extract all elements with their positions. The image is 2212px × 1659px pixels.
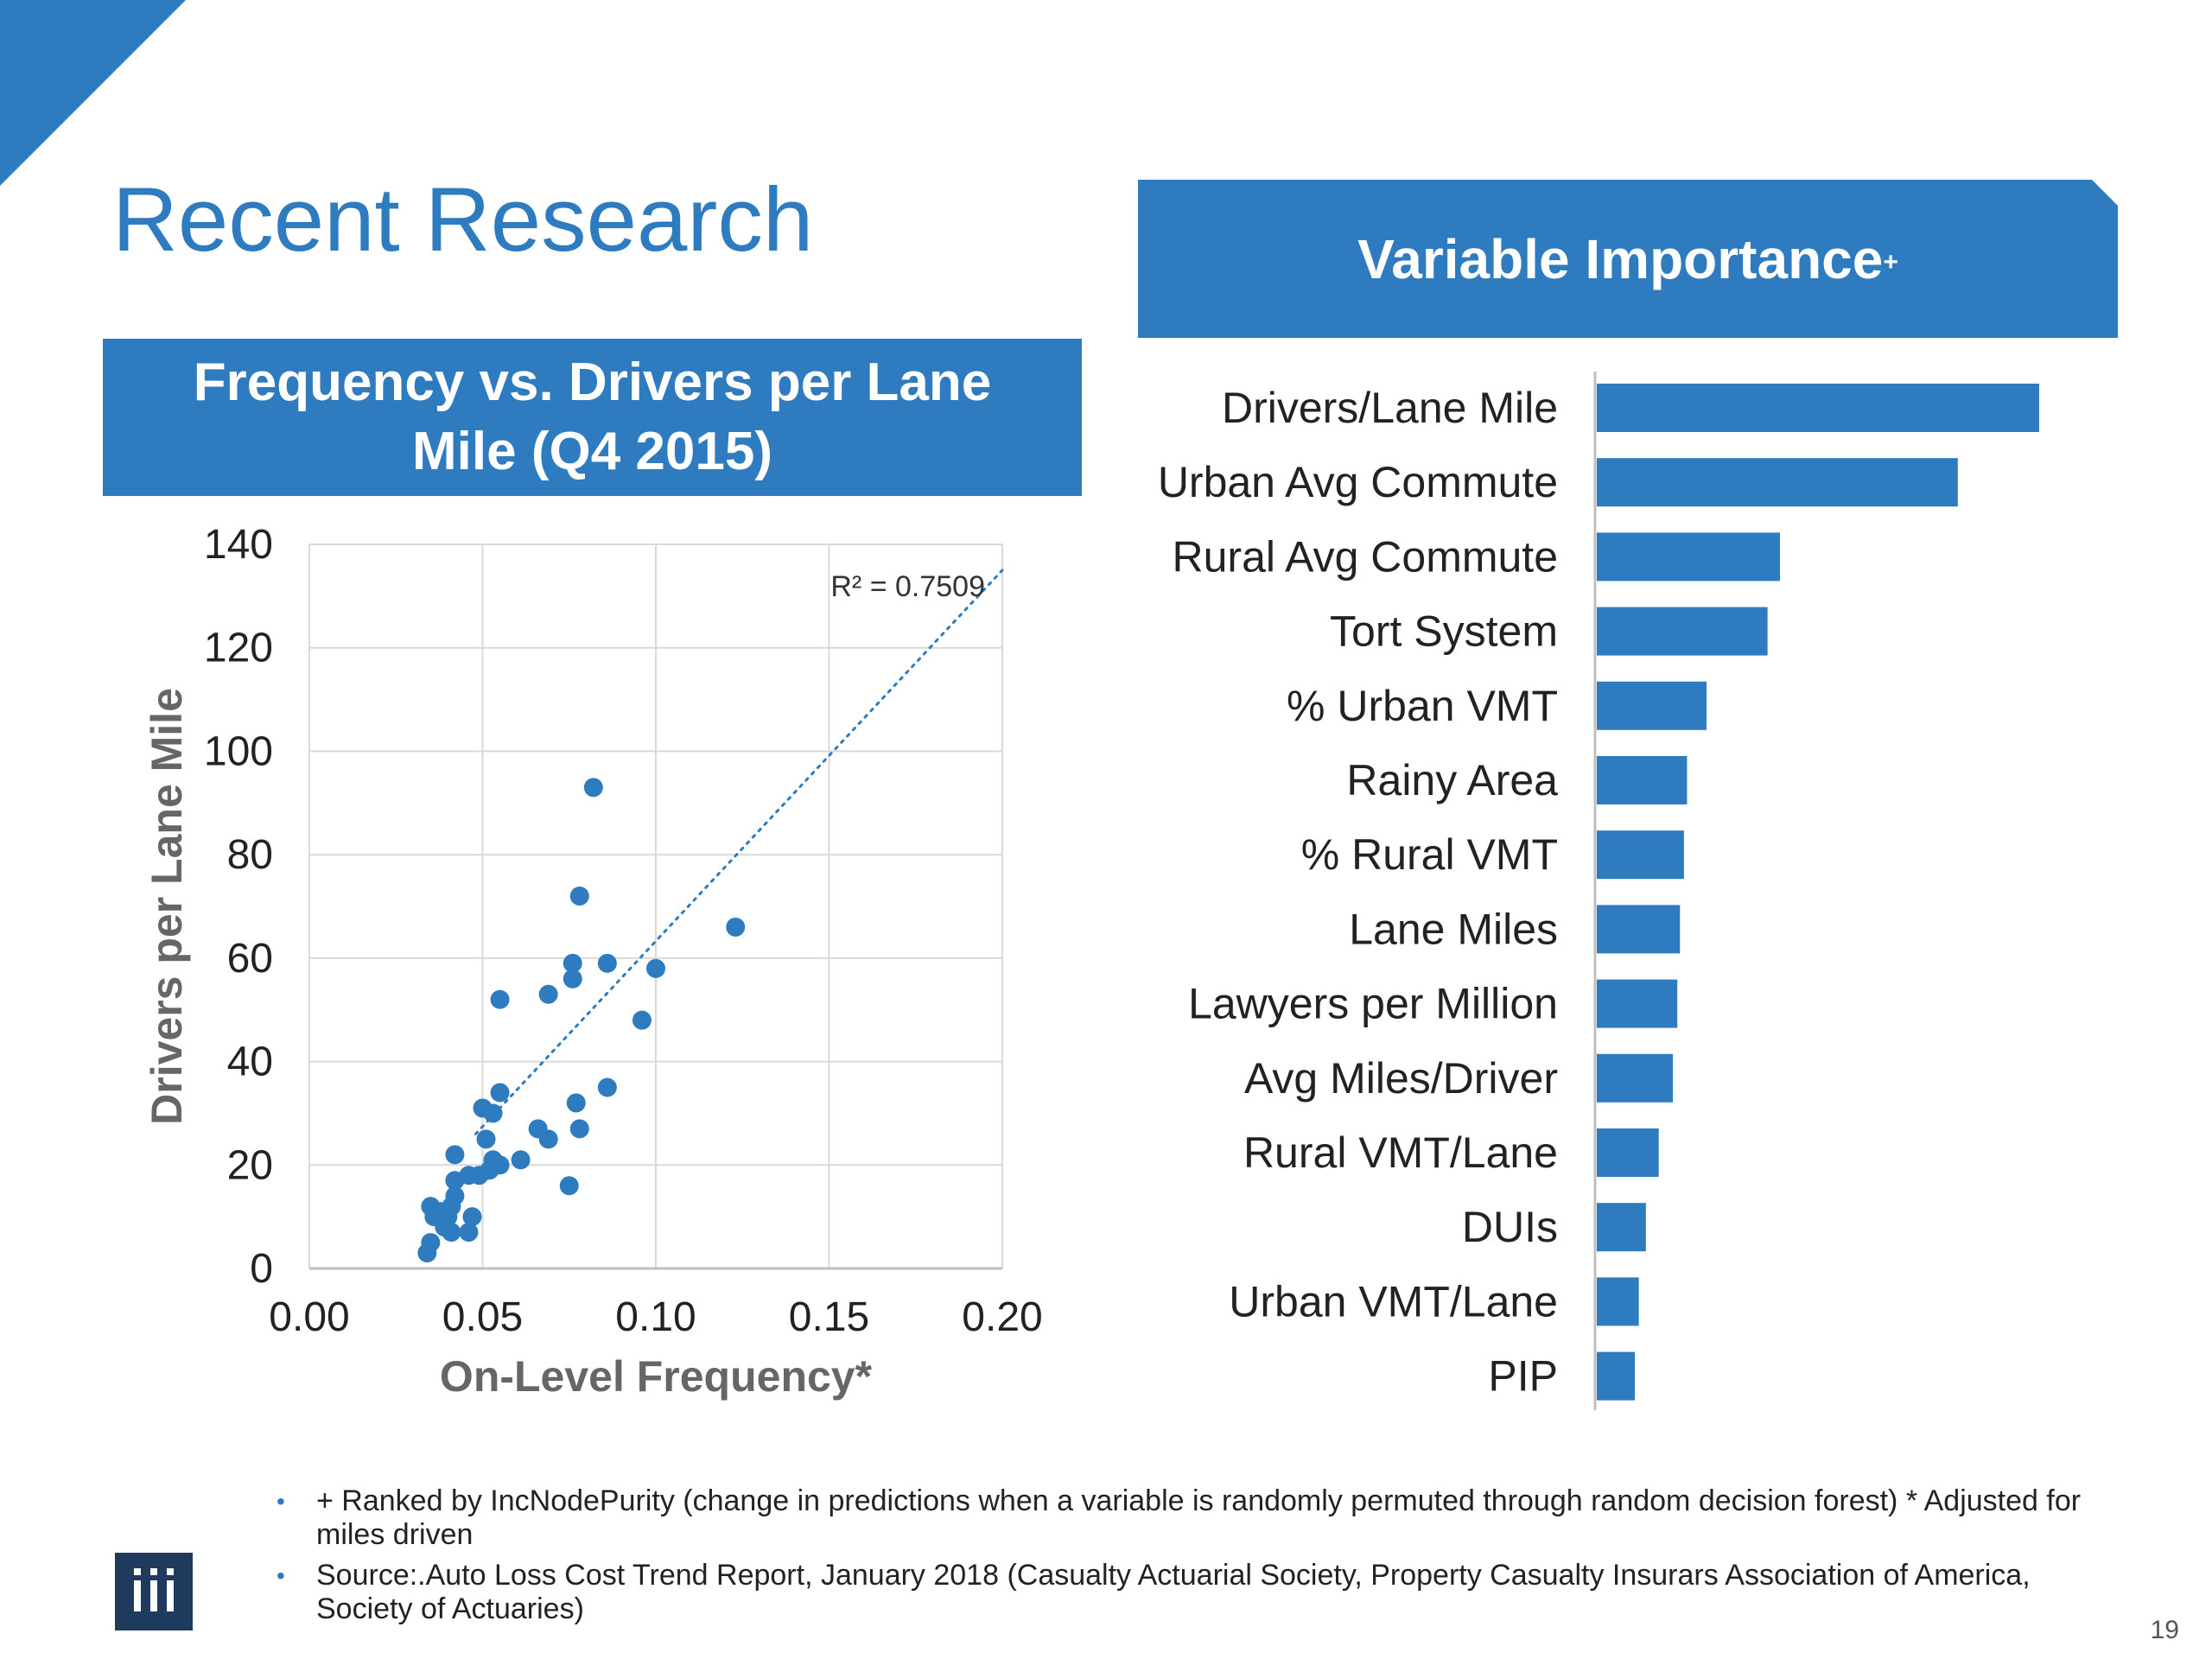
scatter-point: [583, 778, 603, 798]
footnotes: • + Ranked by IncNodePurity (change in p…: [276, 1484, 2126, 1633]
scatter-point: [569, 1119, 589, 1139]
scatter-point: [538, 984, 558, 1004]
scatter-point: [559, 1176, 579, 1196]
logo-text: iii: [154, 1625, 155, 1627]
scatter-point: [490, 989, 510, 1009]
y-tick-label: 100: [204, 728, 273, 774]
bar-category-label: Drivers/Lane Mile: [1222, 384, 1558, 432]
scatter-point: [597, 1077, 617, 1097]
scatter-title-line2: Mile (Q4 2015): [412, 422, 772, 481]
x-tick-label: 0.05: [442, 1294, 523, 1340]
importance-bar: [1597, 756, 1688, 804]
bar-title-superscript: +: [1883, 247, 1898, 276]
footnote-1: • + Ranked by IncNodePurity (change in p…: [276, 1484, 2126, 1552]
importance-bar: [1597, 1203, 1646, 1252]
bar-category-label: Urban Avg Commute: [1158, 458, 1558, 506]
scatter-point: [726, 917, 746, 937]
scatter-point: [476, 1129, 496, 1149]
bar-category-label: Lane Miles: [1349, 905, 1558, 953]
bar-category-label: DUIs: [1462, 1203, 1558, 1251]
scatter-point: [442, 1223, 461, 1243]
scatter-point: [459, 1223, 479, 1243]
scatter-point: [566, 1093, 586, 1113]
scatter-point: [597, 953, 617, 973]
scatter-point: [469, 1166, 489, 1185]
importance-bar: [1597, 979, 1678, 1028]
bar-category-label: % Urban VMT: [1287, 682, 1558, 730]
scatter-title-line1: Frequency vs. Drivers per Lane: [193, 353, 992, 412]
y-tick-label: 80: [227, 832, 273, 878]
footnote-2-text: Source:.Auto Loss Cost Trend Report, Jan…: [316, 1559, 2031, 1625]
bar-category-label: Urban VMT/Lane: [1229, 1277, 1558, 1325]
footnote-2: • Source:.Auto Loss Cost Trend Report, J…: [276, 1559, 2126, 1626]
scatter-point: [563, 969, 582, 988]
importance-bar: [1597, 607, 1768, 656]
logo-mark: iii: [134, 1568, 174, 1627]
y-tick-label: 0: [250, 1246, 273, 1292]
y-axis-title: Drivers per Lane Mile: [143, 688, 191, 1125]
scatter-point: [538, 1129, 558, 1149]
corner-triangle: [0, 0, 186, 186]
bar-category-label: Rural VMT/Lane: [1243, 1128, 1558, 1177]
scatter-point: [490, 1083, 510, 1103]
bar-category-label: Tort System: [1330, 607, 1558, 656]
scatter-point: [632, 1010, 652, 1030]
page-title: Recent Research: [112, 169, 814, 270]
scatter-point: [445, 1171, 465, 1191]
scatter-point: [462, 1207, 482, 1227]
x-axis-title: On-Level Frequency*: [440, 1352, 873, 1401]
x-tick-label: 0.15: [789, 1294, 869, 1340]
importance-bar: [1597, 458, 1958, 507]
importance-bar: [1597, 1128, 1659, 1177]
bar-title-text: Variable Importance: [1357, 227, 1884, 290]
scatter-point: [511, 1150, 531, 1170]
bar-title-box: Variable Importance +: [1138, 180, 2118, 338]
bar-category-label: Avg Miles/Driver: [1244, 1054, 1558, 1103]
x-tick-label: 0.20: [962, 1294, 1042, 1340]
footnote-bullet: •: [276, 1562, 285, 1589]
y-tick-label: 60: [227, 936, 273, 982]
scatter-point: [417, 1243, 437, 1263]
bar-category-label: Lawyers per Million: [1188, 980, 1558, 1028]
importance-bar: [1597, 1053, 1674, 1103]
scatter-point: [569, 887, 589, 906]
footnote-bullet: •: [276, 1488, 285, 1515]
r-squared-label: R² = 0.7509: [830, 570, 985, 603]
y-tick-label: 140: [204, 522, 273, 568]
y-tick-label: 120: [204, 626, 273, 671]
scatter-point: [646, 958, 665, 978]
bar-category-label: Rainy Area: [1346, 756, 1558, 804]
scatter-point: [445, 1145, 465, 1165]
trendline: [474, 569, 1004, 1135]
bar-category-label: PIP: [1488, 1352, 1558, 1401]
page-number: 19: [2150, 1616, 2179, 1644]
importance-bar: [1597, 681, 1707, 730]
scatter-point: [483, 1103, 503, 1123]
importance-bar: [1597, 830, 1684, 880]
scatter-title-box: Frequency vs. Drivers per Lane Mile (Q4 …: [103, 339, 1082, 496]
importance-bar: [1597, 532, 1780, 582]
importance-bar: [1597, 1277, 1639, 1326]
company-logo: iii: [115, 1553, 193, 1630]
importance-bar: [1597, 1351, 1636, 1401]
bar-category-label: % Rural VMT: [1301, 830, 1558, 879]
x-tick-label: 0.00: [269, 1294, 349, 1340]
y-tick-label: 40: [227, 1039, 273, 1085]
x-tick-label: 0.10: [615, 1294, 696, 1340]
importance-bar: [1597, 384, 2039, 432]
scatter-point: [563, 953, 582, 973]
y-tick-label: 20: [227, 1142, 273, 1188]
footnote-1-text: + Ranked by IncNodePurity (change in pre…: [316, 1484, 2082, 1551]
importance-bar: [1597, 905, 1681, 954]
bar-category-label: Rural Avg Commute: [1173, 532, 1558, 581]
